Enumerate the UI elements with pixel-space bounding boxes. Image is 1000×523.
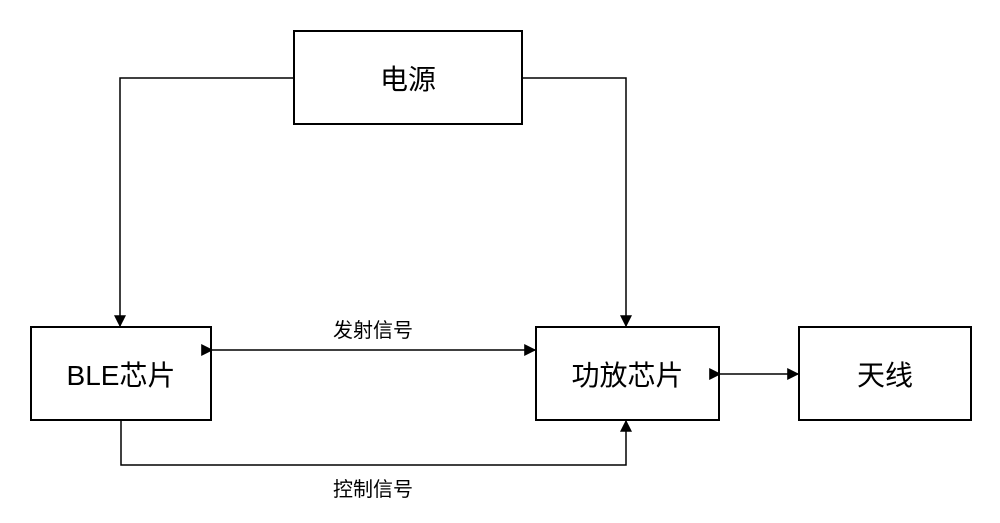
node-power: 电源 bbox=[293, 30, 523, 125]
node-pa: 功放芯片 bbox=[535, 326, 720, 421]
node-ble-label: BLE芯片 bbox=[67, 354, 176, 394]
edge-label-tx: 发射信号 bbox=[333, 314, 413, 343]
node-pa-label: 功放芯片 bbox=[571, 354, 683, 394]
edge-power-to-ble bbox=[120, 78, 293, 326]
node-antenna: 天线 bbox=[798, 326, 972, 421]
edge-label-ctrl-text: 控制信号 bbox=[333, 479, 413, 501]
node-power-label: 电源 bbox=[380, 58, 436, 98]
edge-label-ctrl: 控制信号 bbox=[333, 473, 413, 502]
edge-power-to-pa bbox=[523, 78, 626, 326]
node-ble: BLE芯片 bbox=[30, 326, 212, 421]
node-antenna-label: 天线 bbox=[857, 354, 913, 394]
edge-label-tx-text: 发射信号 bbox=[333, 320, 413, 342]
edge-ble-pa-bottom bbox=[121, 421, 626, 465]
